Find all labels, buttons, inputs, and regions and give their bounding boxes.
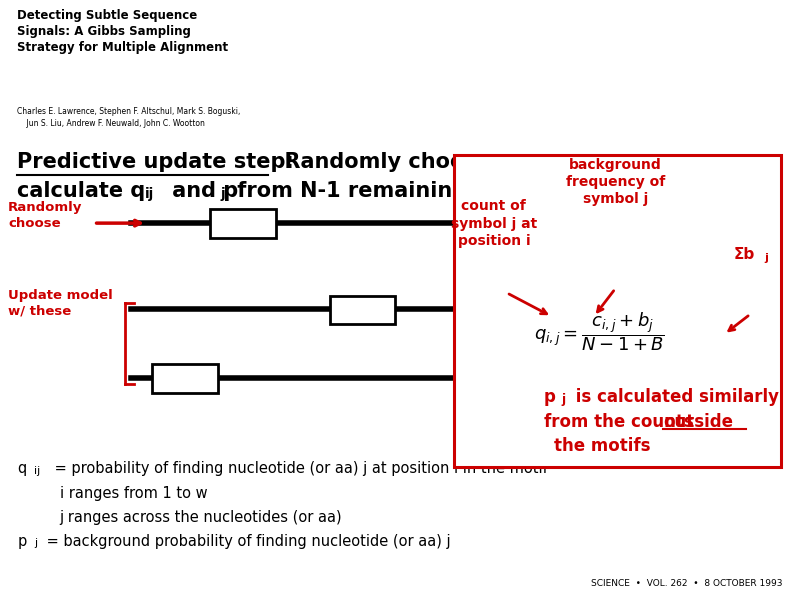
Text: $q_{i,j} = \dfrac{c_{i,j} + b_j}{N - 1 + B}$: $q_{i,j} = \dfrac{c_{i,j} + b_j}{N - 1 +… (534, 311, 665, 353)
Text: from the counts: from the counts (544, 413, 700, 431)
Text: background
frequency of
symbol j: background frequency of symbol j (565, 158, 665, 206)
Bar (330, 296, 395, 324)
Text: j ranges across the nucleotides (or aa): j ranges across the nucleotides (or aa) (60, 510, 342, 525)
Text: count of
symbol j at
position i: count of symbol j at position i (451, 199, 537, 248)
Text: Detecting Subtle Sequence
Signals: A Gibbs Sampling
Strategy for Multiple Alignm: Detecting Subtle Sequence Signals: A Gib… (17, 9, 229, 54)
Bar (152, 364, 218, 393)
Text: j: j (765, 253, 769, 263)
Text: the motifs: the motifs (553, 437, 650, 455)
Text: p: p (17, 534, 27, 549)
Text: q: q (17, 461, 27, 476)
Text: outside: outside (663, 413, 733, 431)
Text: from N-1 remaining sequences: from N-1 remaining sequences (230, 181, 599, 202)
Bar (454, 155, 781, 467)
Text: Predictive update step:: Predictive update step: (17, 152, 295, 172)
Text: = background probability of finding nucleotide (or aa) j: = background probability of finding nucl… (42, 534, 451, 549)
Text: i ranges from 1 to w: i ranges from 1 to w (60, 486, 207, 501)
Text: Σb: Σb (734, 247, 755, 262)
Text: j: j (34, 538, 37, 549)
Text: j: j (561, 393, 565, 406)
Text: = probability of finding nucleotide (or aa) j at position i in the motif: = probability of finding nucleotide (or … (50, 461, 548, 476)
Text: SCIENCE  •  VOL. 262  •  8 OCTOBER 1993: SCIENCE • VOL. 262 • 8 OCTOBER 1993 (591, 579, 782, 588)
Text: ij: ij (145, 187, 154, 201)
Text: p: p (544, 388, 556, 406)
Bar (210, 209, 276, 238)
Text: calculate q: calculate q (17, 181, 146, 202)
Text: ij: ij (34, 466, 40, 476)
Text: Update model
w/ these: Update model w/ these (8, 289, 113, 318)
Text: Randomly
choose: Randomly choose (8, 201, 83, 230)
Text: and p: and p (165, 181, 238, 202)
Text: is calculated similarly: is calculated similarly (570, 388, 779, 406)
Text: Charles E. Lawrence, Stephen F. Altschul, Mark S. Boguski,
    Jun S. Liu, Andre: Charles E. Lawrence, Stephen F. Altschul… (17, 107, 241, 128)
Text: j: j (221, 187, 225, 201)
Text: Randomly choose one sequence,: Randomly choose one sequence, (270, 152, 669, 172)
